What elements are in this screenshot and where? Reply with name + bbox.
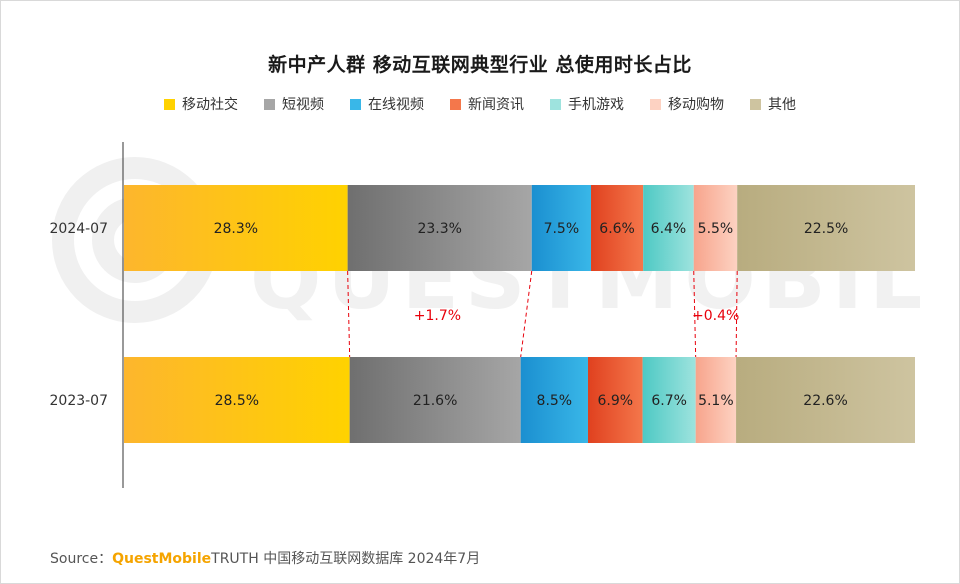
bar-segment: [520, 357, 588, 443]
legend-swatch: [264, 98, 275, 110]
bar-segment: [737, 185, 915, 271]
bar-value-label: 6.6%: [599, 221, 635, 237]
legend-swatch: [164, 98, 175, 110]
connector-line: [693, 270, 697, 358]
legend-label: 手机游戏: [568, 97, 624, 113]
legend-item: 移动购物: [650, 94, 724, 114]
bar-segment: [587, 357, 643, 443]
bar-value-label: 8.5%: [537, 393, 573, 409]
source-text: TRUTH 中国移动互联网数据库 2024年7月: [211, 551, 481, 567]
bar-segment: [591, 185, 644, 271]
legend-swatch: [750, 98, 761, 110]
bar-value-label: 22.5%: [804, 221, 848, 237]
bar-value-label: 5.1%: [698, 393, 734, 409]
bar-value-label: 5.5%: [698, 221, 734, 237]
bar-segment: [693, 185, 738, 271]
bar-value-label: 23.3%: [417, 221, 461, 237]
bar-segment: [124, 357, 350, 443]
chart-title: 新中产人群 移动互联网典型行业 总使用时长占比: [268, 54, 692, 76]
legend-label: 在线视频: [368, 97, 424, 113]
bar-segment: [736, 357, 915, 443]
bar-segment: [642, 357, 696, 443]
legend-item: 在线视频: [350, 94, 424, 114]
bar-value-label: 6.4%: [651, 221, 687, 237]
bar-value-label: 7.5%: [544, 221, 580, 237]
bar-segment: [349, 357, 521, 443]
bar-value-label: 28.5%: [215, 393, 259, 409]
connector-line: [347, 270, 351, 358]
category-label: 2024-07: [50, 221, 109, 237]
legend-item: 短视频: [264, 94, 324, 114]
delta-annotation: +1.7%: [414, 308, 461, 324]
category-label: 2023-07: [50, 393, 109, 409]
legend-label: 其他: [768, 97, 796, 113]
legend-swatch: [550, 98, 561, 110]
legend-item: 手机游戏: [550, 94, 624, 114]
source-brand: QuestMobile: [112, 551, 212, 567]
legend-swatch: [650, 98, 661, 110]
bar-value-label: 6.7%: [651, 393, 687, 409]
source-note: Source： QuestMobile TRUTH 中国移动互联网数据库 202…: [50, 548, 480, 568]
legend-label: 移动购物: [668, 97, 724, 113]
connector-line: [735, 270, 738, 358]
bar-value-label: 21.6%: [413, 393, 457, 409]
chart-legend: 移动社交 短视频 在线视频 新闻资讯 手机游戏 移动购物 其他: [0, 94, 960, 114]
legend-swatch: [350, 98, 361, 110]
legend-item: 其他: [750, 94, 796, 114]
bar-value-label: 28.3%: [214, 221, 258, 237]
bar-value-label: 22.6%: [803, 393, 847, 409]
legend-label: 移动社交: [182, 97, 238, 113]
delta-annotation: +0.4%: [692, 308, 739, 324]
legend-item: 新闻资讯: [450, 94, 524, 114]
bar-segment: [695, 357, 737, 443]
bar-segment: [347, 185, 532, 271]
bar-segment: [531, 185, 592, 271]
connector-line: [520, 270, 533, 358]
source-prefix: Source：: [50, 551, 113, 567]
bar-segment: [643, 185, 694, 271]
legend-label: 新闻资讯: [468, 97, 524, 113]
bar-segment: [124, 185, 348, 271]
bar-value-label: 6.9%: [598, 393, 634, 409]
legend-item: 移动社交: [164, 94, 238, 114]
legend-swatch: [450, 98, 461, 110]
legend-label: 短视频: [282, 97, 324, 113]
